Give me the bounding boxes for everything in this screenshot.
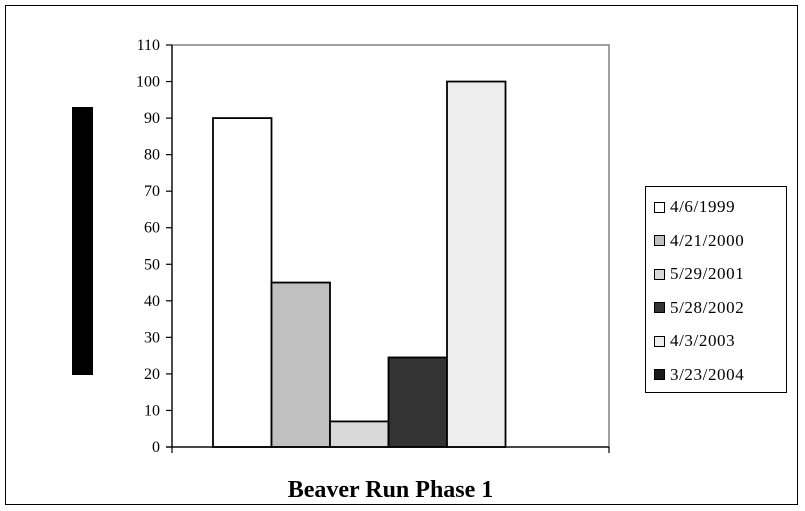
legend-item: 4/6/1999 [654, 197, 735, 217]
legend-item: 4/21/2000 [654, 231, 744, 251]
legend-swatch [654, 201, 665, 213]
y-tick-label: 30 [144, 329, 160, 346]
y-tick-label: 60 [144, 220, 160, 237]
legend-swatch [654, 235, 665, 246]
legend-swatch [654, 302, 665, 313]
x-category-label: Beaver Run Phase 1 [288, 477, 494, 503]
legend-label: 4/3/2003 [670, 331, 736, 350]
legend-label: 4/6/1999 [670, 197, 736, 216]
legend-swatch [654, 335, 665, 347]
y-tick-label: 70 [144, 183, 160, 200]
y-tick-label: 80 [144, 147, 160, 164]
x-axis: Beaver Run Phase 1 [166, 446, 610, 503]
legend-label: 4/21/2000 [670, 230, 745, 250]
y-tick-label: 50 [144, 256, 160, 273]
y-axis: 0 10 20 30 40 50 60 70 80 90 100 110 [136, 37, 173, 456]
y-tick-label: 110 [137, 37, 160, 54]
legend: 4/6/1999 4/21/2000 5/29/2001 5/28/2002 4/3/2… [645, 186, 787, 393]
bars [212, 80, 507, 448]
bar-5-29-2001 [329, 420, 390, 448]
legend-item: 4/3/2003 [654, 331, 735, 351]
legend-swatch [654, 268, 665, 280]
y-tick-label: 0 [152, 439, 160, 456]
legend-label: 5/29/2001 [670, 264, 745, 283]
y-axis-label-redaction [72, 107, 93, 375]
legend-item: 5/28/2002 [654, 298, 744, 318]
bar-4-21-2000 [270, 281, 331, 448]
legend-item: 5/29/2001 [654, 264, 744, 284]
legend-item: 3/23/2004 [654, 365, 744, 385]
bar-5-28-2002 [387, 356, 448, 448]
y-tick-label: 100 [136, 74, 160, 91]
legend-label: 3/23/2004 [670, 364, 745, 384]
y-tick-label: 10 [144, 402, 160, 419]
bar-4-6-1999 [212, 117, 273, 448]
y-tick-label: 20 [144, 366, 160, 383]
y-tick-label: 40 [144, 293, 160, 310]
y-tick-label: 90 [144, 110, 160, 127]
legend-swatch [654, 369, 665, 380]
legend-label: 5/28/2002 [670, 297, 745, 317]
bar-4-3-2003 [446, 80, 507, 448]
